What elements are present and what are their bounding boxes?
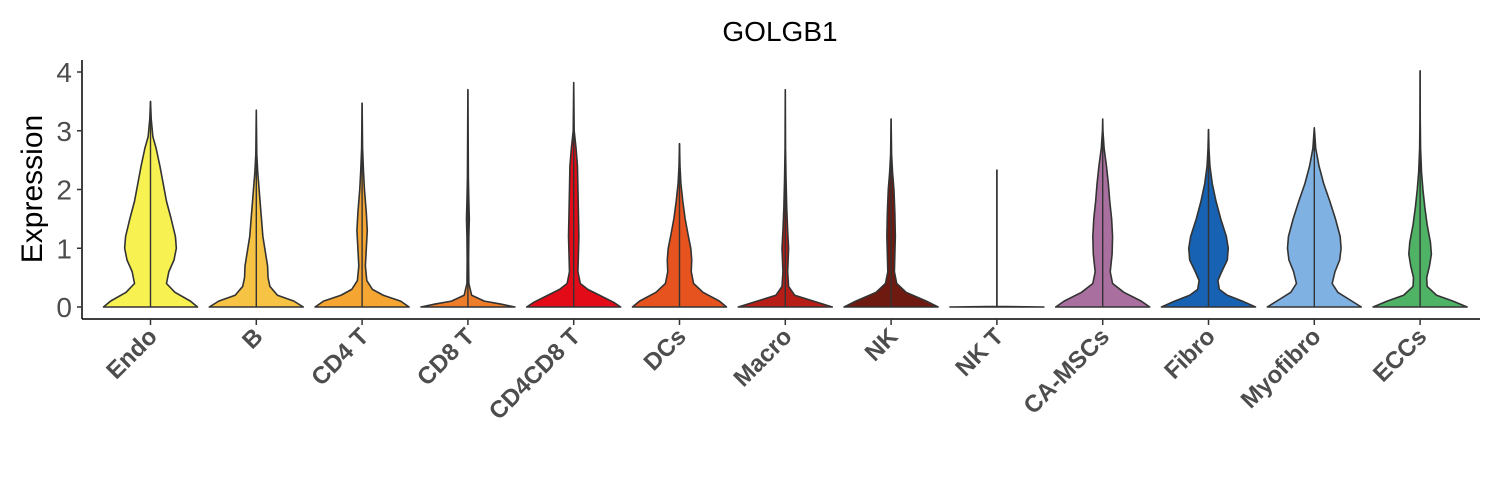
chart-title: GOLGB1 [722,16,837,47]
x-tick-label-nk: NK [860,323,904,367]
x-tick-label-dcs: DCs [639,323,692,376]
x-tick-label-ca-mscs: CA-MSCs [1019,323,1115,419]
y-tick-label: 1 [56,233,72,264]
x-tick-label-cd4cd8-t: CD4CD8 T [484,323,586,425]
y-tick-label: 4 [56,57,72,88]
y-tick-label: 0 [56,292,72,323]
x-axis-ticks: Endo B CD4 T CD8 T CD4CD8 T DCs Macro NK NK T CA-… [101,319,1432,425]
x-tick-label-eccs: ECCs [1368,323,1432,387]
x-tick-label-myofibro: Myofibro [1236,323,1327,414]
violin-group [102,70,1468,308]
y-axis-label: Expression [16,115,49,263]
x-tick-label-fibro: Fibro [1159,323,1221,385]
x-tick-label-b: B [237,323,268,354]
y-axis-ticks: 0 1 2 3 4 [56,57,82,323]
x-tick-label-cd8-t: CD8 T [412,323,480,391]
y-tick-label: 2 [56,175,72,206]
y-tick-label: 3 [56,116,72,147]
x-tick-label-cd4-t: CD4 T [306,323,374,391]
x-tick-label-macro: Macro [728,323,797,392]
x-tick-label-endo: Endo [101,323,163,385]
x-tick-label-nk-t: NK T [950,323,1009,382]
